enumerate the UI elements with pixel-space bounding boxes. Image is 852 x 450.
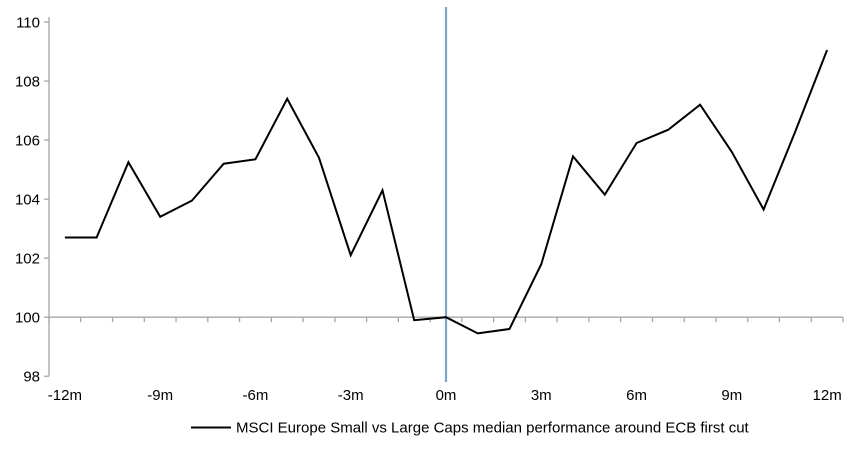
x-tick-label: 9m [721,387,742,404]
x-tick-label: 3m [531,387,552,404]
y-tick-label: 104 [15,192,40,209]
axes-layer [44,17,844,377]
labels-layer: 98 100 102 104 106 108 110 -12m -9m -6m -3m 0m 3m 6m 9… [15,15,842,405]
x-tick-label: -12m [48,387,82,404]
x-tick-label: -6m [243,387,269,404]
x-tick-label: 6m [626,387,647,404]
series-layer [64,7,829,382]
x-tick-label: 0m [436,387,457,404]
x-tick-label: -3m [338,387,364,404]
series-line [64,49,829,335]
y-tick-label: 110 [16,15,40,32]
y-tick-label: 102 [15,251,40,268]
y-tick-label: 100 [15,310,40,327]
y-tick-label: 106 [15,133,40,150]
legend: MSCI Europe Small vs Large Caps median p… [191,420,750,437]
x-tick-label: 12m [813,387,842,404]
y-tick-label: 98 [23,369,40,386]
legend-label: MSCI Europe Small vs Large Caps median p… [236,420,750,437]
x-tick-label: -9m [147,387,173,404]
y-tick-label: 108 [15,74,40,91]
